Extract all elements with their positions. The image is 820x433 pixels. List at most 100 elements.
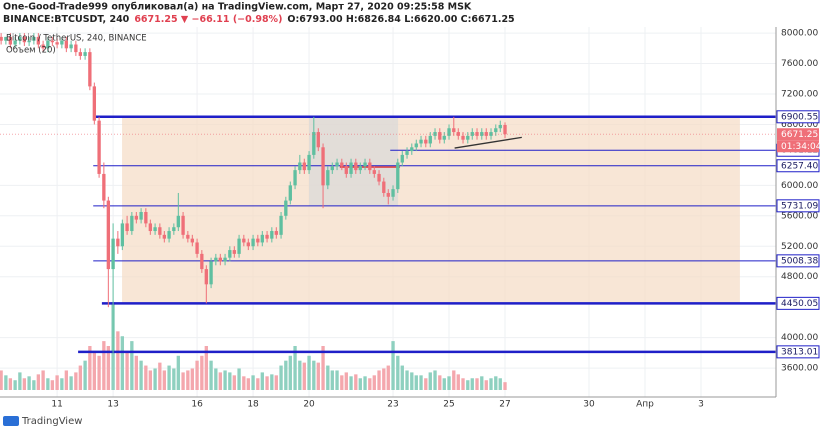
volume-bar: [368, 378, 372, 390]
x-tick-label: 16: [191, 400, 203, 410]
candle-body: [69, 44, 73, 49]
candle-body: [218, 257, 222, 262]
volume-bar: [36, 374, 41, 390]
candle-body: [228, 250, 232, 258]
volume-bar: [396, 355, 400, 390]
candle-body: [167, 231, 171, 239]
volume-bar: [13, 380, 17, 390]
x-tick-label: 11: [51, 400, 62, 410]
candle-body: [162, 234, 166, 239]
volume-bar: [60, 378, 64, 390]
volume-bar: [326, 365, 330, 390]
candle-body: [158, 227, 162, 235]
candle-body: [256, 238, 260, 243]
volume-bar: [158, 362, 162, 390]
y-tick-label: 6800.00: [781, 120, 818, 130]
volume-bar: [438, 375, 442, 390]
volume-bar: [237, 368, 241, 390]
volume-bar: [498, 378, 502, 390]
volume-bar: [32, 380, 36, 390]
volume-bar: [265, 376, 269, 390]
candle-body: [195, 242, 199, 254]
volume-bar: [4, 375, 8, 390]
candle-body: [326, 170, 330, 186]
volume-bar: [503, 382, 507, 390]
candle-body: [270, 231, 274, 239]
volume-bar: [144, 365, 148, 390]
candle-body: [92, 86, 97, 121]
candle-body: [382, 181, 386, 193]
candle-body: [97, 120, 101, 174]
candle-body: [377, 173, 381, 182]
candle-body: [214, 257, 218, 262]
level-label-box: [776, 345, 820, 359]
volume-bar: [102, 341, 106, 390]
volume-bar: [186, 370, 190, 390]
volume-bar: [335, 370, 339, 390]
x-tick-label: Апр: [636, 400, 654, 410]
volume-bar: [78, 365, 83, 390]
volume-bar: [41, 370, 45, 390]
candle-body: [340, 162, 344, 167]
candle-body: [0, 36, 3, 41]
footer-brand[interactable]: TradingView: [21, 416, 82, 427]
candle-body: [442, 135, 446, 140]
candle-body: [489, 132, 493, 136]
candle-body: [494, 128, 498, 133]
volume-bar: [251, 375, 255, 390]
candle-body: [274, 231, 278, 235]
volume-bar: [340, 375, 344, 390]
logo-icon: [3, 416, 19, 426]
candle-body: [428, 135, 432, 144]
y-tick-label: 7200.00: [781, 89, 818, 99]
volume-bar: [288, 355, 292, 390]
price-label-box: [777, 128, 819, 141]
x-tick-label: 27: [499, 400, 510, 410]
volume-bar: [134, 355, 138, 390]
level-label: 6900.55: [781, 112, 818, 122]
candle-body: [344, 166, 348, 174]
volume-bar: [302, 362, 306, 390]
candle-body: [32, 36, 36, 41]
volume-bar: [284, 360, 288, 390]
volume-bar: [200, 355, 204, 390]
symbol-text: BINANCE:BTCUSDT, 240: [3, 14, 130, 25]
candle-body: [424, 139, 428, 144]
candle-body: [60, 40, 64, 45]
candle-body: [410, 147, 414, 152]
legend-symbol: Bitcoin / TetherUS, 240, BINANCE: [6, 34, 147, 44]
volume-bar: [256, 378, 260, 390]
volume-bar: [307, 355, 311, 390]
volume-bar: [410, 372, 414, 390]
candle-body: [265, 234, 269, 239]
volume-bar: [209, 360, 213, 390]
volume-bar: [298, 360, 302, 390]
volume-bar: [8, 378, 13, 390]
volume-bar: [461, 378, 465, 390]
candle-body: [498, 124, 502, 129]
candle-body: [102, 173, 106, 201]
candle-body: [335, 162, 339, 167]
candle-body: [349, 162, 353, 174]
volume-bar: [293, 346, 297, 390]
y-tick-label: 7600.00: [781, 59, 818, 69]
x-tick-label: 30: [583, 400, 595, 410]
volume-bar: [148, 370, 152, 390]
x-tick-label: 25: [443, 400, 454, 410]
volume-bar: [428, 372, 432, 390]
candle-body: [452, 128, 456, 133]
candle-body: [64, 40, 69, 49]
volume-bar: [64, 370, 69, 390]
candle-body: [74, 44, 78, 53]
volume-bar: [232, 375, 236, 390]
volume-bar: [405, 370, 409, 390]
volume-bar: [484, 380, 488, 390]
volume-bar: [223, 370, 227, 390]
countdown-box: [777, 140, 819, 153]
volume-bar: [172, 368, 176, 390]
volume-bar: [354, 374, 358, 390]
candle-body: [55, 42, 59, 45]
volume-bar: [242, 376, 246, 390]
volume-bar: [246, 378, 250, 390]
